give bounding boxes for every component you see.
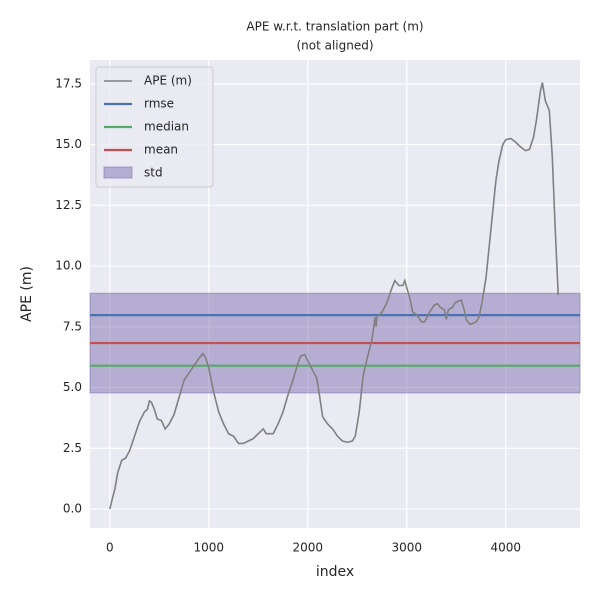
legend-swatch — [103, 166, 133, 179]
chart-title: APE w.r.t. translation part (m) — [246, 20, 423, 34]
y-tick-label: 12.5 — [55, 198, 82, 212]
legend-label: median — [144, 120, 189, 134]
legend-label: rmse — [144, 97, 174, 111]
legend-label: APE (m) — [144, 74, 192, 88]
y-tick-label: 15.0 — [55, 137, 82, 151]
plot-layer: 0 1000 2000 3000 4000 0.0 2.5 5.0 7.5 10.0 12.5 15.… — [55, 60, 581, 555]
y-tick-label: 2.5 — [63, 441, 82, 455]
x-tick-label: 3000 — [391, 541, 422, 555]
x-axis-label: index — [316, 564, 354, 580]
y-tick-label: 10.0 — [55, 259, 82, 273]
chart-subtitle: (not aligned) — [296, 39, 373, 53]
ape-line — [109, 82, 560, 510]
x-tick-label: 1000 — [194, 541, 225, 555]
x-tick-label: 4000 — [490, 541, 521, 555]
y-tick-label: 7.5 — [63, 319, 82, 333]
x-tick-label: 2000 — [293, 541, 324, 555]
y-tick-label: 0.0 — [63, 502, 82, 516]
y-tick-label: 17.5 — [55, 76, 82, 90]
x-tick-label: 0 — [106, 541, 114, 555]
legend-label: mean — [144, 143, 178, 157]
legend-label: std — [144, 166, 163, 180]
y-axis-label: APE (m) — [19, 266, 35, 322]
legend-box — [95, 66, 214, 188]
y-tick-label: 5.0 — [63, 380, 82, 394]
